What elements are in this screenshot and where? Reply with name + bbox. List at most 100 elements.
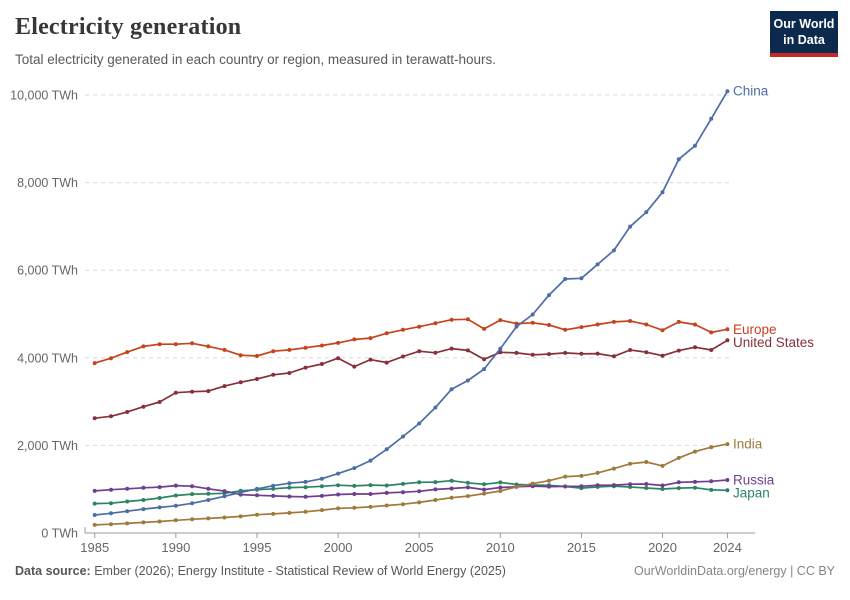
x-tick-label: 2005 [405,540,434,555]
data-point [465,494,470,499]
data-point [401,327,405,332]
data-point [109,501,113,506]
data-point [319,484,324,489]
data-point [368,336,373,341]
data-point [465,348,470,353]
data-point [336,506,341,511]
data-point [287,371,292,375]
data-point [255,512,259,517]
data-point [173,503,178,508]
data-point [173,342,178,347]
x-tick-label: 1995 [243,540,272,555]
data-point [190,341,195,346]
data-point [482,487,487,492]
data-point [141,520,146,525]
data-point [595,322,600,327]
series-label-united-states[interactable]: United States [733,335,814,350]
data-point [449,317,454,322]
data-point [725,338,730,343]
data-point [595,483,600,488]
data-point [109,414,113,419]
data-point [547,323,551,327]
data-point [92,501,97,506]
data-point [271,483,276,488]
y-tick-label: 10,000 TWh [10,89,78,103]
data-point [238,514,243,519]
owid-logo[interactable]: Our World in Data [770,11,838,57]
owid-link[interactable]: OurWorldinData.org/energy | CC BY [633,564,835,578]
data-point [644,460,649,464]
data-point [417,421,422,426]
data-point [449,495,454,500]
series-label-china[interactable]: China [733,84,769,99]
data-point [255,377,259,381]
data-point [579,325,584,330]
data-point [611,354,616,359]
data-point [563,327,568,332]
data-point [644,210,649,215]
data-point [173,483,178,488]
data-source-label: Data source: [15,564,91,578]
data-point [157,519,162,524]
data-point [595,351,600,356]
data-point [693,345,697,350]
y-tick-label: 8,000 TWh [17,176,78,190]
data-point [336,356,341,361]
data-point [141,498,146,502]
series-label-europe[interactable]: Europe [733,322,777,337]
owid-logo-line1: Our World [773,17,835,31]
data-point [563,484,568,489]
data-point [287,510,292,515]
data-series-line [94,479,728,505]
data-point [92,522,97,527]
data-point [547,484,551,489]
data-point [498,485,503,490]
data-point [190,517,195,522]
data-point [206,491,211,496]
data-point [92,416,97,421]
data-point [465,317,470,322]
data-point [417,349,422,354]
data-point [433,480,438,485]
data-point [579,276,584,281]
data-point [693,322,697,327]
chart-subtitle: Total electricity generated in each coun… [15,52,496,67]
data-source-text: Ember (2026); Energy Institute - Statist… [90,564,506,578]
data-point [173,493,178,498]
data-point [303,485,308,490]
data-point [368,483,373,488]
data-point [222,494,227,499]
data-point [563,350,568,355]
data-point [498,346,503,351]
data-point [109,511,113,516]
data-point [190,501,195,506]
data-point [433,487,438,492]
data-point [303,509,308,514]
data-point [190,492,195,497]
data-point [303,494,308,499]
data-point [709,330,714,335]
data-point [255,493,259,498]
data-point [173,518,178,523]
data-point [109,487,113,492]
data-point [287,481,292,486]
data-point [319,362,324,366]
x-tick-label: 1990 [161,540,190,555]
y-tick-label: 6,000 TWh [17,264,78,278]
data-point [530,320,535,325]
data-point [611,466,616,471]
data-point [401,490,405,495]
data-point [660,483,665,488]
series-label-russia[interactable]: Russia [733,473,775,488]
data-point [709,348,714,352]
series-label-india[interactable]: India [733,437,763,452]
series-label-japan[interactable]: Japan [733,486,770,501]
data-point [482,326,487,331]
data-point [319,508,324,513]
x-tick-label: 2000 [324,540,353,555]
data-point [449,486,454,491]
data-point [222,489,227,494]
data-point [514,350,519,355]
data-point [725,488,730,493]
